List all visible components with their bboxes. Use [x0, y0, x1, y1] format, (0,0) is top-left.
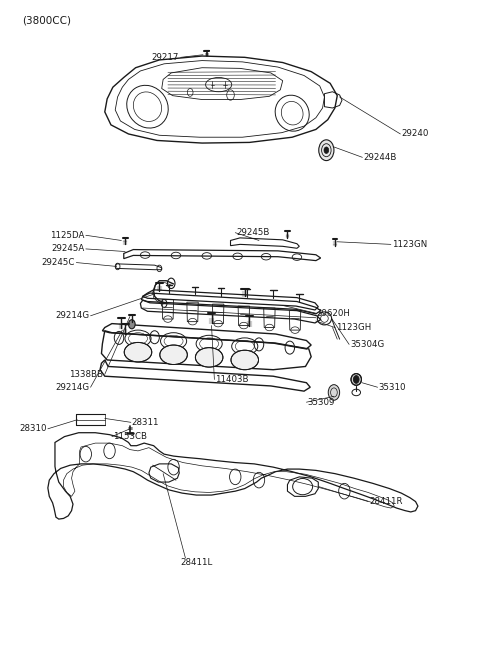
- Text: 28411R: 28411R: [369, 497, 403, 506]
- Ellipse shape: [351, 373, 361, 385]
- Circle shape: [319, 140, 334, 160]
- Ellipse shape: [124, 343, 152, 362]
- Text: 28310: 28310: [19, 424, 47, 434]
- Text: 29244B: 29244B: [363, 153, 397, 162]
- Text: (3800CC): (3800CC): [22, 16, 71, 26]
- Text: 1123GN: 1123GN: [392, 240, 427, 249]
- Circle shape: [353, 375, 359, 383]
- Text: 35310: 35310: [379, 383, 406, 392]
- Text: 28411L: 28411L: [180, 558, 213, 567]
- Circle shape: [324, 147, 329, 153]
- Text: 29240: 29240: [401, 130, 429, 138]
- Ellipse shape: [195, 348, 223, 367]
- Circle shape: [129, 320, 135, 329]
- Ellipse shape: [160, 345, 187, 365]
- Text: 28311: 28311: [132, 418, 159, 427]
- Text: 1125DA: 1125DA: [50, 231, 84, 240]
- Text: 29245C: 29245C: [41, 258, 75, 267]
- Text: 1123GH: 1123GH: [336, 323, 371, 332]
- Text: 29214G: 29214G: [55, 383, 89, 392]
- Text: 35304G: 35304G: [350, 340, 384, 349]
- Text: 1153CB: 1153CB: [113, 432, 147, 441]
- Text: 29217: 29217: [151, 53, 179, 62]
- Ellipse shape: [231, 350, 259, 369]
- Text: 35309: 35309: [307, 398, 335, 407]
- Text: 11403B: 11403B: [216, 375, 249, 384]
- Text: 29245B: 29245B: [236, 228, 270, 237]
- Text: 1338BB: 1338BB: [69, 370, 103, 379]
- Text: 39620H: 39620H: [317, 309, 351, 318]
- Text: 29245A: 29245A: [51, 244, 84, 253]
- Text: 29214G: 29214G: [55, 311, 89, 320]
- Circle shape: [328, 384, 340, 400]
